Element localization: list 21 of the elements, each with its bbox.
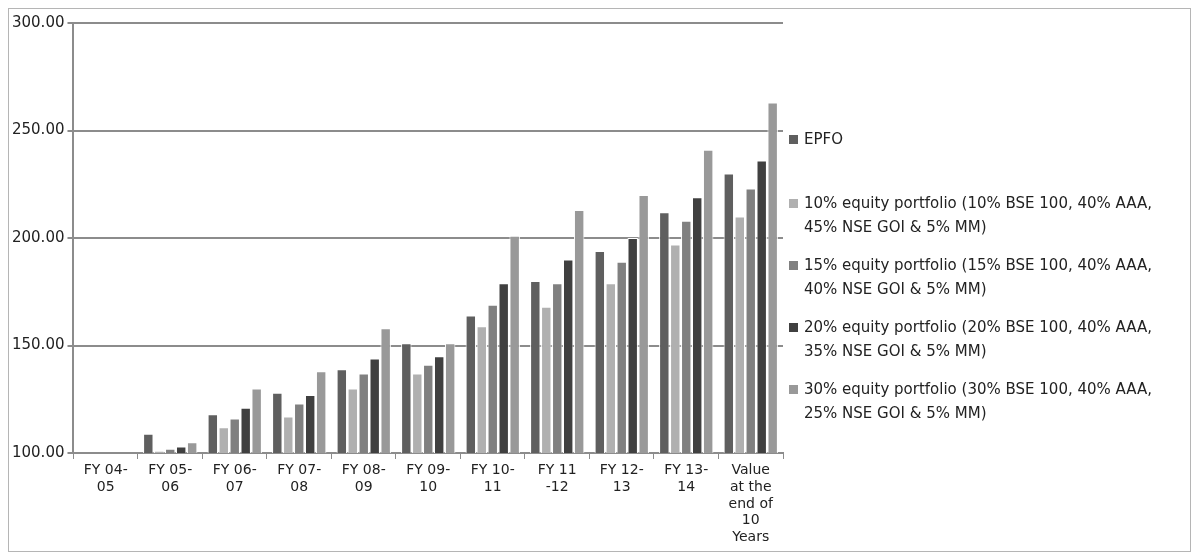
legend-label: 15% equity portfolio (15% BSE 100, 40% AAA, 40% NSE GOI & 5% MM) xyxy=(804,255,1153,300)
x-tick-label: FY 06-07 xyxy=(212,461,257,494)
x-tick-label: FY 08-09 xyxy=(341,461,386,494)
x-tick-label: FY 05-06 xyxy=(148,461,193,494)
legend-label: EPFO xyxy=(804,129,843,150)
x-tick-label: FY 10-11 xyxy=(470,461,515,494)
y-tick-label: 100.00 xyxy=(11,442,65,461)
legend-label: 20% equity portfolio (20% BSE 100, 40% AAA, 35% NSE GOI & 5% MM) xyxy=(804,317,1153,362)
x-tick-label: FY 09-10 xyxy=(406,461,451,494)
x-tick-label: FY 11 -12 xyxy=(537,461,577,494)
x-tick-label: FY 13-14 xyxy=(664,461,709,494)
y-tick-label: 300.00 xyxy=(11,12,65,31)
x-tick-label: FY 12-13 xyxy=(599,461,644,494)
y-tick-label: 150.00 xyxy=(11,335,65,354)
x-tick-label: FY 04-05 xyxy=(83,461,128,494)
x-tick-label: Value at the end of 10 Years xyxy=(728,461,774,545)
legend-label: 30% equity portfolio (30% BSE 100, 40% AAA, 25% NSE GOI & 5% MM) xyxy=(804,379,1153,424)
x-tick-label: FY 07-08 xyxy=(277,461,322,494)
y-tick-label: 250.00 xyxy=(11,120,65,139)
y-tick-label: 200.00 xyxy=(11,227,65,246)
legend-label: 10% equity portfolio (10% BSE 100, 40% AAA, 45% NSE GOI & 5% MM) xyxy=(804,193,1153,238)
